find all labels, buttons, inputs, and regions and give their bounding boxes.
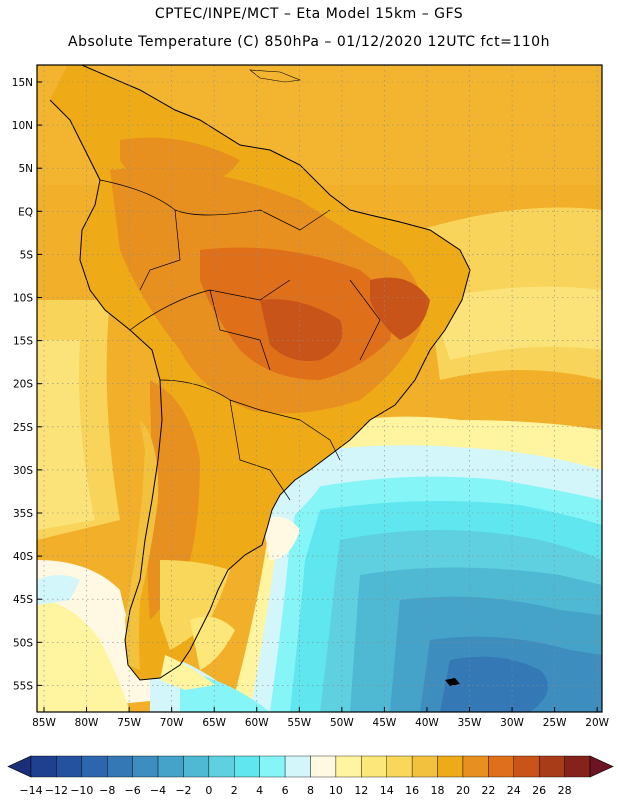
lat-tick-label: 15S [13, 336, 33, 348]
colorbar-swatch [513, 755, 540, 778]
lon-tick-label: 25W [543, 717, 567, 729]
lat-tick-label: 10S [13, 293, 33, 305]
graticule [37, 65, 602, 712]
lon-tick-label: 40W [415, 717, 439, 729]
colorbar-label: 10 [329, 784, 343, 797]
colorbar-swatch [310, 755, 337, 778]
colorbar-label: 20 [456, 784, 470, 797]
lat-tick-label: 10N [12, 120, 33, 132]
colorbar-low-arrow [7, 755, 32, 778]
colorbar-label: 4 [256, 784, 263, 797]
lat-tick-label: 30S [13, 465, 33, 477]
colorbar-label: 8 [307, 784, 314, 797]
lat-tick-label: 45S [13, 594, 33, 606]
lat-tick-label: EQ [18, 206, 33, 218]
colorbar-label: −6 [125, 784, 141, 797]
lon-tick-label: 85W [32, 717, 56, 729]
colorbar-swatch [411, 755, 438, 778]
colorbar-label: 12 [354, 784, 368, 797]
lon-tick-label: 60W [245, 717, 269, 729]
colorbar-swatch [81, 755, 108, 778]
lat-tick-label: 40S [13, 551, 33, 563]
colorbar-swatch [386, 755, 413, 778]
lon-tick-label: 55W [287, 717, 311, 729]
lat-tick-label: 20S [13, 379, 33, 391]
lat-tick-label: 5S [20, 249, 34, 261]
map-frame [36, 64, 603, 713]
colorbar: −14 −12 −10 −8 −6 −4 −2 0 2 4 6 8 10 12 14 16 18 20 22 24 26… [7, 755, 614, 797]
colorbar-label: 6 [282, 784, 289, 797]
chart-title-variable: Absolute Temperature (C) 850hPa – 01/12/… [68, 34, 550, 50]
colorbar-swatch [538, 755, 565, 778]
colorbar-label: −8 [99, 784, 115, 797]
colorbar-label: 24 [507, 784, 521, 797]
colorbar-label: −2 [175, 784, 191, 797]
colorbar-swatch [234, 755, 260, 778]
colorbar-swatch [56, 755, 83, 778]
lon-tick-label: 30W [500, 717, 524, 729]
colorbar-swatch [564, 755, 591, 778]
colorbar-label: −10 [70, 784, 93, 797]
longitude-axis: 85W 80W 75W 70W 65W 60W 55W 50W 45W 40W 35W 30W 25W 2… [32, 707, 610, 729]
colorbar-swatch [259, 755, 286, 778]
colorbar-label: 16 [405, 784, 419, 797]
colorbar-swatch [335, 755, 362, 778]
lon-tick-label: 65W [202, 717, 226, 729]
latitude-axis: 15N 10N 5N EQ 5S 10S 15S 20S 25S 30S 35S 40S 45S 50S 5… [12, 77, 42, 692]
colorbar-label: −4 [150, 784, 166, 797]
colorbar-high-arrow [589, 755, 614, 778]
lon-tick-label: 45W [373, 717, 397, 729]
lon-tick-label: 50W [330, 717, 354, 729]
colorbar-swatch [284, 755, 311, 778]
colorbar-swatch [132, 755, 159, 778]
colorbar-label: −14 [19, 784, 42, 797]
map-field [37, 65, 602, 712]
colorbar-label: 18 [431, 784, 445, 797]
lat-tick-label: 25S [13, 422, 33, 434]
lat-tick-label: 55S [13, 680, 33, 692]
colorbar-swatch [361, 755, 387, 778]
colorbar-swatch [183, 755, 210, 778]
colorbar-label: −12 [45, 784, 68, 797]
colorbar-swatch [462, 755, 489, 778]
colorbar-label: 2 [231, 784, 238, 797]
lat-tick-label: 15N [12, 77, 33, 89]
lon-tick-label: 70W [160, 717, 184, 729]
lat-tick-label: 35S [13, 508, 33, 520]
lon-tick-label: 80W [75, 717, 99, 729]
colorbar-swatch [208, 755, 235, 778]
colorbar-swatch [157, 755, 184, 778]
lat-tick-label: 5N [18, 163, 33, 175]
colorbar-label: 28 [558, 784, 572, 797]
colorbar-swatch [107, 755, 133, 778]
colorbar-label: 22 [481, 784, 495, 797]
lon-tick-label: 75W [117, 717, 141, 729]
colorbar-swatch [30, 755, 57, 778]
lat-tick-label: 50S [13, 637, 33, 649]
colorbar-label: 14 [380, 784, 394, 797]
colorbar-swatch [488, 755, 514, 778]
chart-title-model: CPTEC/INPE/MCT – Eta Model 15km – GFS [154, 6, 464, 22]
colorbar-label: 26 [532, 784, 546, 797]
colorbar-label: 0 [205, 784, 212, 797]
lon-tick-label: 35W [458, 717, 482, 729]
lon-tick-label: 20W [585, 717, 609, 729]
colorbar-swatch [437, 755, 464, 778]
